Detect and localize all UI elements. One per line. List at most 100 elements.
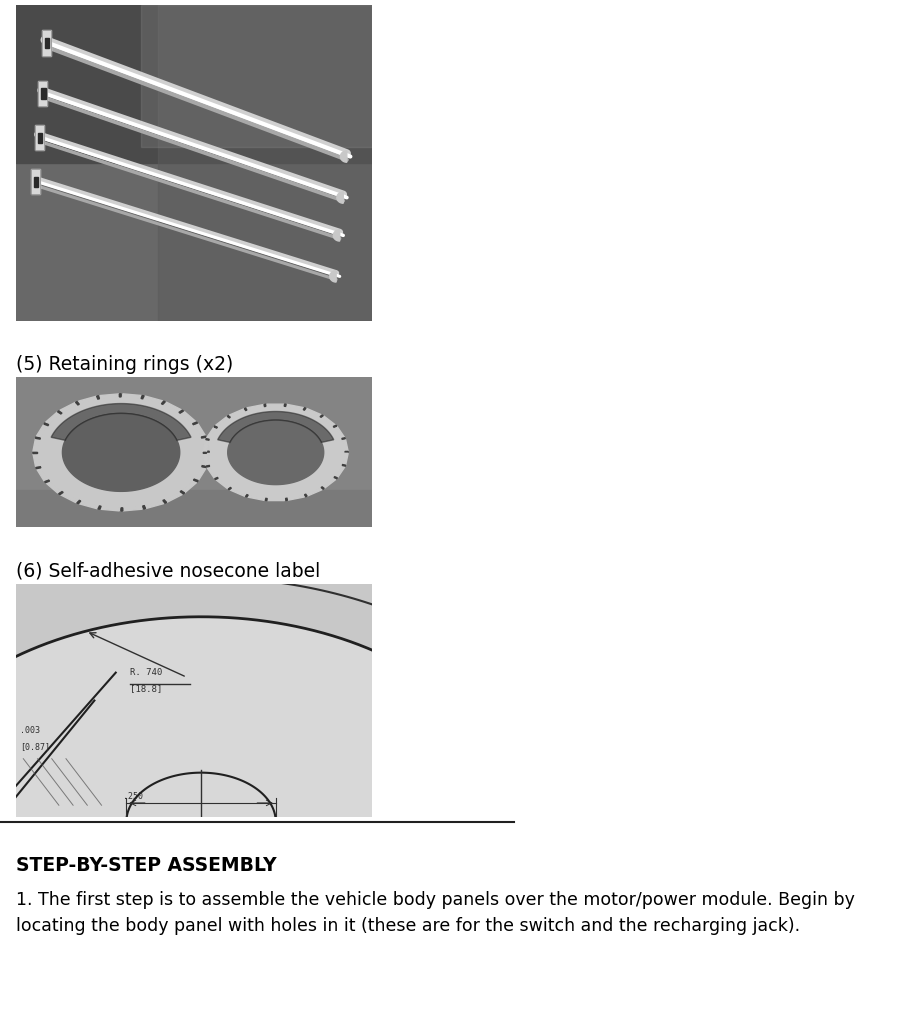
Polygon shape <box>32 170 40 194</box>
Polygon shape <box>230 408 246 417</box>
Polygon shape <box>287 495 304 500</box>
Polygon shape <box>216 417 230 426</box>
Polygon shape <box>143 506 146 509</box>
Polygon shape <box>216 479 230 488</box>
Polygon shape <box>33 438 40 451</box>
Polygon shape <box>342 464 346 466</box>
Polygon shape <box>206 406 345 498</box>
Polygon shape <box>342 437 346 439</box>
Polygon shape <box>33 453 38 454</box>
Polygon shape <box>180 491 184 494</box>
Polygon shape <box>161 401 165 404</box>
Polygon shape <box>202 465 207 467</box>
Polygon shape <box>194 424 206 437</box>
Polygon shape <box>340 151 346 162</box>
Polygon shape <box>343 453 348 465</box>
Bar <box>158 5 372 321</box>
Polygon shape <box>165 492 182 503</box>
Polygon shape <box>144 500 164 509</box>
Polygon shape <box>287 404 304 409</box>
Polygon shape <box>335 466 345 478</box>
Polygon shape <box>247 404 265 409</box>
Polygon shape <box>122 394 142 398</box>
Polygon shape <box>204 451 209 453</box>
Polygon shape <box>244 408 247 410</box>
Text: .003: .003 <box>20 726 40 735</box>
Polygon shape <box>33 454 40 466</box>
Polygon shape <box>78 396 98 404</box>
Polygon shape <box>126 772 275 821</box>
Polygon shape <box>337 192 343 204</box>
Polygon shape <box>41 89 46 98</box>
Polygon shape <box>214 426 218 428</box>
Polygon shape <box>206 438 209 440</box>
Polygon shape <box>58 491 63 494</box>
Polygon shape <box>329 271 337 282</box>
Polygon shape <box>96 396 100 399</box>
Bar <box>16 5 372 162</box>
Polygon shape <box>202 438 209 451</box>
Polygon shape <box>120 394 122 397</box>
Polygon shape <box>228 420 324 485</box>
Polygon shape <box>34 177 39 187</box>
Polygon shape <box>335 427 345 438</box>
Polygon shape <box>46 412 61 424</box>
Polygon shape <box>38 397 204 508</box>
Polygon shape <box>322 479 336 488</box>
Polygon shape <box>100 394 120 398</box>
Bar <box>140 5 372 147</box>
Polygon shape <box>333 425 337 427</box>
Polygon shape <box>141 396 144 399</box>
Text: R. 740: R. 740 <box>130 668 162 677</box>
Polygon shape <box>58 410 62 414</box>
Polygon shape <box>227 416 230 418</box>
Polygon shape <box>44 423 49 426</box>
Polygon shape <box>62 414 180 491</box>
Text: (5) Retaining rings (x2): (5) Retaining rings (x2) <box>16 355 233 373</box>
Text: (6) Self-adhesive nosecone label: (6) Self-adhesive nosecone label <box>16 561 320 580</box>
Polygon shape <box>42 30 51 56</box>
Polygon shape <box>193 422 197 425</box>
Polygon shape <box>78 500 98 509</box>
Polygon shape <box>247 495 265 500</box>
Polygon shape <box>98 506 101 509</box>
Polygon shape <box>284 404 286 406</box>
Polygon shape <box>303 407 306 410</box>
Polygon shape <box>266 498 284 500</box>
Polygon shape <box>0 617 514 821</box>
Polygon shape <box>206 465 210 467</box>
Polygon shape <box>194 467 206 481</box>
Polygon shape <box>194 479 198 482</box>
Polygon shape <box>229 487 231 490</box>
Polygon shape <box>181 412 196 424</box>
Polygon shape <box>45 480 50 483</box>
Text: [18.8]: [18.8] <box>130 685 162 694</box>
Polygon shape <box>218 412 334 443</box>
Polygon shape <box>36 467 48 481</box>
Bar <box>16 490 372 527</box>
Polygon shape <box>306 488 322 496</box>
Text: .250: .250 <box>123 792 143 800</box>
Polygon shape <box>264 404 266 406</box>
Polygon shape <box>36 466 40 468</box>
Polygon shape <box>321 487 324 489</box>
Polygon shape <box>203 453 209 465</box>
Polygon shape <box>51 403 191 440</box>
Polygon shape <box>266 498 267 500</box>
Polygon shape <box>35 437 40 439</box>
Polygon shape <box>306 408 322 417</box>
Polygon shape <box>203 439 209 452</box>
Polygon shape <box>122 507 142 511</box>
Polygon shape <box>181 481 196 493</box>
Text: 1. The first step is to assemble the vehicle body panels over the motor/power mo: 1. The first step is to assemble the veh… <box>16 891 855 935</box>
Polygon shape <box>163 499 166 504</box>
Text: STEP-BY-STEP ASSEMBLY: STEP-BY-STEP ASSEMBLY <box>16 856 277 875</box>
Polygon shape <box>266 404 284 406</box>
Polygon shape <box>38 132 42 143</box>
Polygon shape <box>246 494 248 497</box>
Polygon shape <box>77 500 81 504</box>
Polygon shape <box>39 81 48 107</box>
Polygon shape <box>334 477 338 479</box>
Polygon shape <box>100 507 120 511</box>
Polygon shape <box>60 402 78 413</box>
